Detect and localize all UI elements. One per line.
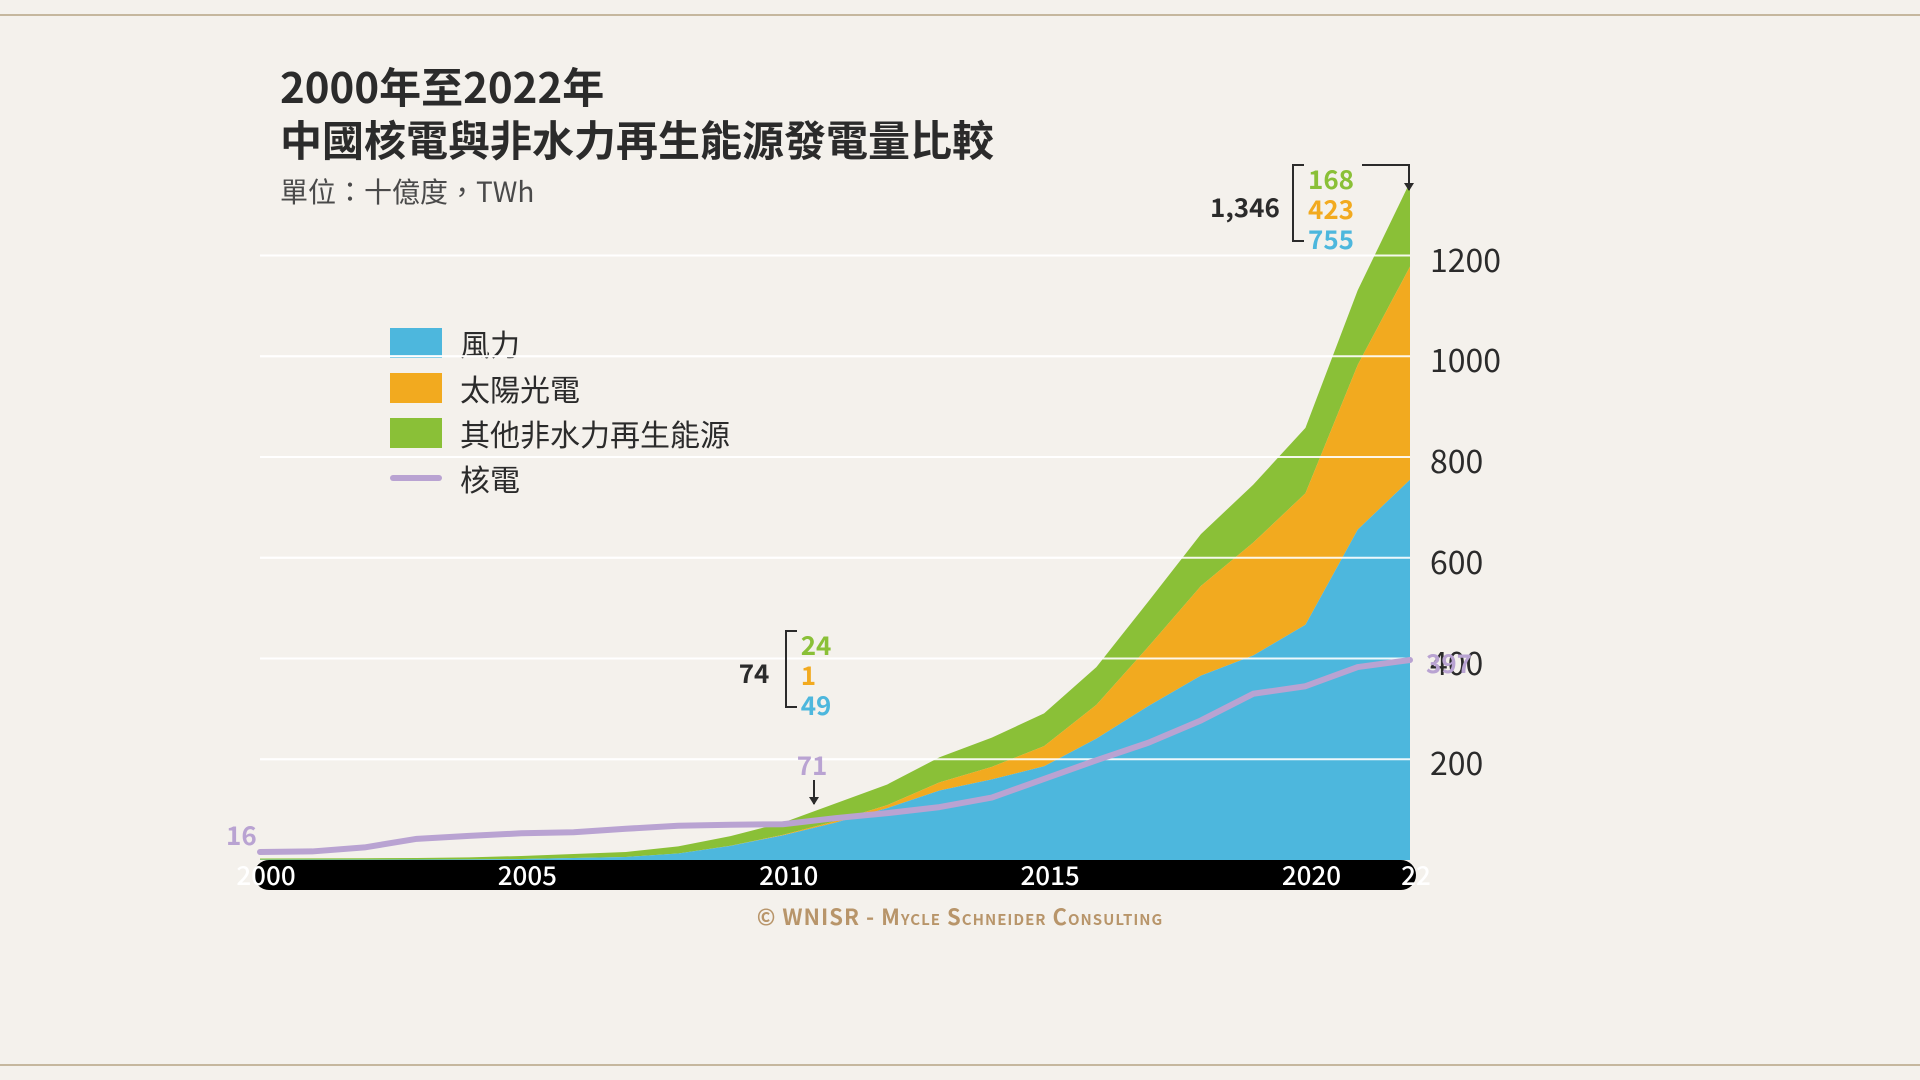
callout-mid-total: 74 [739, 654, 770, 691]
callout-mid-breakdown: 49 [801, 686, 832, 723]
ytick-label: 800 [1430, 437, 1510, 483]
xtick-label: 2005 [497, 860, 557, 890]
title-line-1: 2000年至2022年 [280, 60, 994, 113]
title-line-2: 中國核電與非水力再生能源發電量比較 [280, 113, 994, 166]
chart-area: 2004006008001000120020002005201020152020… [260, 180, 1440, 910]
callout-end-nuclear: 397 [1426, 644, 1472, 681]
xtick-label: 2015 [1020, 860, 1080, 890]
ytick-label: 1000 [1430, 336, 1510, 382]
arrow-down-icon [1408, 164, 1410, 190]
xtick-label: 2020 [1281, 860, 1341, 890]
x-axis-bar [254, 860, 1416, 890]
ytick-label: 200 [1430, 739, 1510, 785]
ytick-label: 1200 [1430, 236, 1510, 282]
top-rule [0, 14, 1920, 16]
ytick-label: 600 [1430, 538, 1510, 584]
xtick-label: 22 [1386, 860, 1446, 890]
callout-bracket-mid [785, 630, 787, 708]
credit-text: © WNISR - Mycle Schneider Consulting [0, 900, 1920, 932]
arrow-down-icon [813, 780, 815, 804]
xtick-label: 2000 [236, 860, 296, 890]
callout-end-breakdown: 755 [1308, 220, 1354, 257]
bottom-rule [0, 1064, 1920, 1066]
callout-end-total: 1,346 [1210, 188, 1280, 225]
plot-svg [260, 180, 1410, 860]
callout-start-nuclear: 16 [226, 816, 257, 853]
callout-connector [1362, 164, 1410, 166]
callout-bracket-end [1292, 164, 1294, 242]
xtick-label: 2010 [759, 860, 819, 890]
callout-mid-nuclear: 71 [797, 746, 828, 783]
